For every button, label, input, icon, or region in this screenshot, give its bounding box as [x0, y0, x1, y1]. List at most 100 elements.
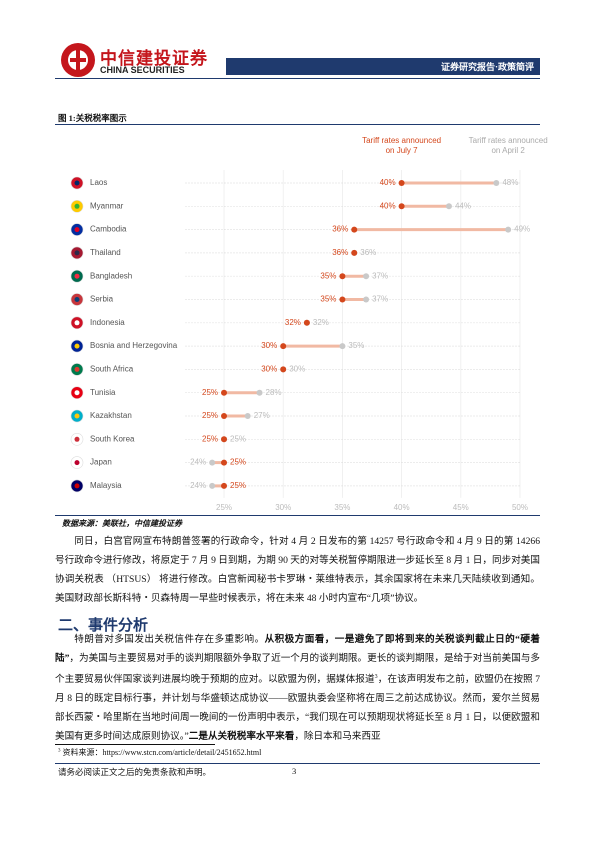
footnote-text: 资料来源：https://www.stcn.com/article/detail…	[62, 748, 262, 757]
report-type: 证券研究报告·政策简评	[440, 62, 534, 72]
footnote-ref: 3	[374, 674, 378, 680]
page-number: 3	[292, 766, 297, 776]
logo-en: CHINA SECURITIES	[100, 65, 185, 75]
dot	[221, 436, 228, 443]
value-label: 25%	[230, 458, 246, 467]
value-label: 24%	[190, 481, 206, 490]
value-label: 35%	[348, 341, 364, 350]
dot	[398, 180, 405, 186]
footnote-rule	[55, 744, 215, 745]
paragraph: 同日，白宫官网宣布特朗普签署的行政命令，针对 4 月 2 日发布的第 14257…	[55, 536, 540, 604]
source-rule	[55, 515, 540, 516]
value-label: 27%	[254, 411, 270, 420]
value-label: 28%	[266, 388, 282, 397]
flag-emblem	[74, 203, 80, 209]
dot	[244, 413, 251, 419]
value-label: 44%	[455, 201, 471, 210]
category-label: Indonesia	[90, 318, 125, 327]
flag-emblem	[74, 436, 80, 442]
value-label: 30%	[289, 365, 305, 374]
value-label: 25%	[202, 434, 218, 443]
header-rule	[55, 78, 540, 79]
logo-mark	[61, 43, 95, 77]
footnote-number: 3	[58, 748, 61, 754]
value-label: 49%	[514, 225, 530, 234]
value-label: 40%	[380, 201, 396, 210]
bold-run: 二是从关税税率水平来看	[188, 731, 295, 743]
flag-emblem	[74, 250, 80, 256]
dot	[505, 226, 512, 233]
category-label: Kazakhstan	[90, 411, 132, 420]
figure-title: 图 1:关税税率图示	[58, 113, 127, 123]
flag-emblem	[74, 297, 80, 302]
dot	[209, 459, 216, 466]
dot	[221, 459, 228, 466]
logo-cn: 中信建投证券	[100, 49, 208, 68]
category-label: Malaysia	[90, 481, 122, 490]
x-tick-label: 30%	[275, 503, 291, 512]
dot	[221, 413, 228, 419]
flag-emblem	[74, 483, 80, 489]
dot	[280, 366, 287, 373]
x-tick-label: 35%	[334, 503, 350, 512]
footer-rule	[55, 763, 540, 764]
x-tick-label: 40%	[394, 503, 410, 512]
category-label: Bangladesh	[90, 271, 132, 280]
category-label: Laos	[90, 178, 107, 187]
flag-emblem	[74, 460, 80, 466]
x-tick-label: 45%	[453, 503, 469, 512]
text-run: ，除日本和马来西亚	[294, 731, 381, 743]
value-label: 40%	[380, 178, 396, 187]
flag-emblem	[74, 273, 80, 279]
value-label: 36%	[332, 248, 348, 257]
dot	[445, 203, 452, 210]
value-label: 30%	[261, 365, 277, 374]
value-label: 35%	[320, 295, 336, 304]
value-label: 35%	[320, 271, 336, 280]
category-label: Bosnia and Herzegovina	[90, 341, 178, 350]
text-run: 特朗普对多国发出关税信件存在多重影响。	[74, 634, 265, 645]
chart: 25% 30% 35% 40% 45% 50% Tariff rates announced…	[70, 136, 548, 512]
legend-entry: Tariff rates announced on April 2	[468, 136, 548, 155]
flag-emblem	[74, 180, 80, 186]
category-label: South Korea	[90, 434, 135, 443]
bold-run: 从积极方面看，一是避免了即将到来的关税谈判截止日的“硬着陆”	[55, 634, 541, 664]
dot	[351, 226, 358, 233]
footnote: 3 资料来源：https://www.stcn.com/article/deta…	[58, 747, 261, 758]
value-label: 25%	[202, 388, 218, 397]
flag-emblem	[74, 413, 80, 419]
flag-emblem	[74, 227, 80, 233]
flag-emblem	[74, 390, 80, 396]
category-label: Serbia	[90, 295, 114, 304]
value-label: 37%	[372, 295, 388, 304]
dot	[398, 203, 405, 210]
category-label: Thailand	[90, 248, 121, 257]
legend-label: Tariff rates announced on April 2	[468, 136, 548, 155]
x-tick-label: 50%	[512, 503, 528, 512]
value-label: 32%	[313, 318, 329, 327]
x-tick-label: 25%	[216, 503, 232, 512]
dot	[339, 296, 346, 303]
value-label: 37%	[372, 271, 388, 280]
value-label: 25%	[230, 434, 246, 443]
value-label: 25%	[202, 411, 218, 420]
category-label: Cambodia	[90, 225, 127, 234]
dot	[363, 273, 370, 280]
paragraph: 特朗普对多国发出关税信件存在多重影响。从积极方面看，一是避免了即将到来的关税谈判…	[55, 630, 540, 746]
dot	[280, 343, 287, 350]
value-label: 24%	[190, 458, 206, 467]
dot	[221, 389, 228, 396]
value-label: 32%	[285, 318, 301, 327]
dot	[351, 249, 358, 256]
flag-emblem	[74, 366, 80, 372]
category-label: Myanmar	[90, 201, 124, 210]
category-label: Japan	[90, 458, 112, 467]
dot	[339, 273, 346, 280]
legend-label: Tariff rates announced on July 7	[362, 136, 442, 155]
value-label: 25%	[230, 481, 246, 490]
dot	[209, 482, 216, 489]
value-label: 36%	[360, 248, 376, 257]
text-run: ，为美国与主要贸易对手的谈判期限额外争取了近一个月的谈判期限。更长的谈判期限，是…	[55, 653, 541, 686]
source: 数据来源：美联社，中信建投证券	[62, 519, 182, 528]
